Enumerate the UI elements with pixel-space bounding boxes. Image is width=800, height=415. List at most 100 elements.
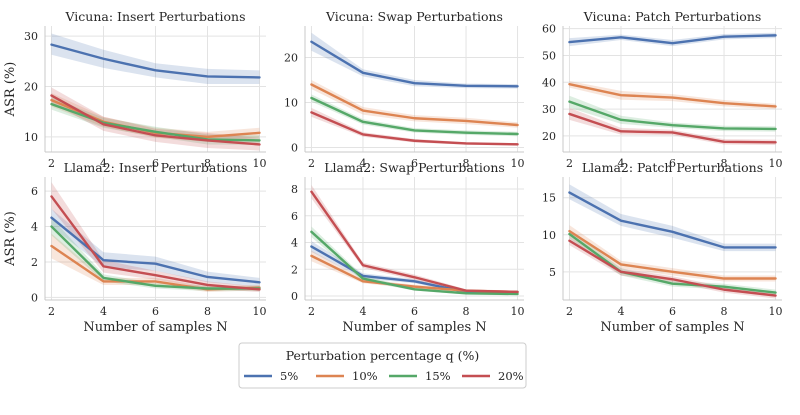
x-tick-label: 4 [100, 157, 107, 170]
y-tick-label: 20 [24, 80, 38, 93]
legend-title: Perturbation percentage q (%) [286, 348, 480, 363]
chart-panel-3: Vicuna: Patch Perturbations 20 30 40 50 60 2 4 6… [542, 9, 783, 170]
series-line-5pct [50, 216, 261, 284]
y-tick-label: 6 [31, 185, 38, 198]
x-tick-label: 2 [48, 305, 55, 318]
y-tick-label: 5 [549, 266, 556, 279]
x-tick-label: 4 [359, 305, 366, 318]
y-tick-label: 2 [291, 263, 298, 276]
chart-panel-1: Vicuna: Insert Perturbations 10 20 30 2 4 6 8 10… [3, 9, 267, 170]
confidence-band-5pct [311, 32, 518, 89]
series-line-20pct [50, 94, 261, 146]
confidence-band-15pct [569, 95, 776, 132]
x-tick-label: 10 [769, 157, 783, 170]
y-tick-label: 10 [542, 229, 556, 242]
legend-entry-label: 15% [425, 369, 451, 383]
x-axis-label: Number of samples N [600, 320, 744, 335]
x-tick-label: 10 [511, 157, 525, 170]
y-tick-label: 20 [542, 130, 556, 143]
panel-title: Llama2: Patch Perturbations [582, 160, 763, 175]
y-tick-label: 8 [291, 183, 298, 196]
confidence-band-5pct [569, 184, 776, 252]
x-axis-label: Number of samples N [83, 320, 227, 335]
legend-box [238, 342, 527, 389]
x-tick-label: 6 [669, 157, 676, 170]
confidence-band-5pct [51, 33, 260, 84]
x-tick-label: 8 [204, 305, 211, 318]
legend-entry-label: 5% [280, 369, 298, 383]
y-tick-label: 2 [31, 256, 38, 269]
y-tick-label: 15 [542, 192, 556, 205]
x-tick-label: 2 [566, 305, 573, 318]
x-tick-label: 4 [617, 157, 624, 170]
series-line-5pct [568, 191, 777, 249]
panel-title: Vicuna: Insert Perturbations [64, 9, 245, 24]
x-tick-label: 6 [152, 305, 159, 318]
x-tick-label: 4 [617, 305, 624, 318]
panel-title: Vicuna: Patch Perturbations [583, 9, 762, 24]
series-line-20pct [50, 195, 261, 291]
x-tick-label: 6 [411, 157, 418, 170]
x-tick-label: 8 [721, 305, 728, 318]
y-tick-label: 20 [284, 52, 298, 65]
series-line-5pct [310, 40, 519, 88]
confidence-band-10pct [569, 225, 776, 282]
x-tick-label: 10 [769, 305, 783, 318]
y-tick-label: 30 [24, 30, 38, 43]
legend-entry-label: 20% [498, 369, 524, 383]
x-tick-label: 6 [411, 305, 418, 318]
y-axis-label: ASR (%) [3, 211, 18, 267]
series-line-5pct [50, 43, 261, 79]
series-line-10pct [568, 82, 777, 108]
x-tick-label: 10 [253, 157, 267, 170]
confidence-band-20pct [51, 87, 260, 151]
series-line-20pct [568, 239, 777, 297]
series-line-15pct [568, 100, 777, 131]
x-tick-label: 10 [253, 305, 267, 318]
y-axis-label: ASR (%) [3, 62, 18, 118]
series-line-10pct [310, 83, 519, 127]
y-tick-label: 60 [542, 23, 556, 36]
x-tick-label: 6 [669, 305, 676, 318]
y-tick-label: 40 [542, 76, 556, 89]
panel-title: Llama2: Swap Perturbations [324, 160, 505, 175]
x-tick-label: 6 [152, 157, 159, 170]
chart-panel-6: Llama2: Patch Perturbations 5 10 15 2 4 6 8 10 Nu… [542, 160, 783, 335]
y-tick-label: 4 [31, 221, 38, 234]
x-tick-label: 8 [463, 305, 470, 318]
y-tick-label: 6 [291, 210, 298, 223]
confidence-band-15pct [311, 94, 518, 137]
legend: Perturbation percentage q (%) 5% 10% 15% 20% [238, 342, 527, 389]
confidence-band-5pct [311, 241, 518, 294]
series-line-10pct [568, 229, 777, 280]
confidence-band-10pct [311, 250, 518, 294]
series-line-15pct [310, 230, 519, 296]
panel-title: Vicuna: Swap Perturbations [325, 9, 503, 24]
confidence-band-20pct [311, 107, 518, 146]
panel-title: Llama2: Insert Perturbations [64, 160, 248, 175]
series-line-15pct [50, 225, 261, 290]
y-tick-label: 30 [542, 103, 556, 116]
y-tick-label: 10 [284, 97, 298, 110]
x-tick-label: 4 [359, 157, 366, 170]
x-tick-label: 10 [511, 305, 525, 318]
x-tick-label: 4 [100, 305, 107, 318]
y-tick-label: 0 [291, 142, 298, 155]
y-tick-label: 0 [291, 290, 298, 303]
series-line-15pct [568, 232, 777, 294]
y-tick-label: 0 [31, 291, 38, 304]
series-line-5pct [568, 34, 777, 45]
x-tick-label: 8 [204, 157, 211, 170]
chart-panel-2: Vicuna: Swap Perturbations 0 10 20 2 4 6 8 10 [284, 9, 525, 170]
legend-entry-label: 10% [352, 369, 378, 383]
x-tick-label: 8 [463, 157, 470, 170]
series-line-15pct [50, 102, 261, 142]
series-line-20pct [310, 190, 519, 294]
x-tick-label: 2 [48, 157, 55, 170]
x-tick-label: 8 [721, 157, 728, 170]
confidence-band-15pct [569, 229, 776, 296]
series-line-20pct [310, 111, 519, 146]
